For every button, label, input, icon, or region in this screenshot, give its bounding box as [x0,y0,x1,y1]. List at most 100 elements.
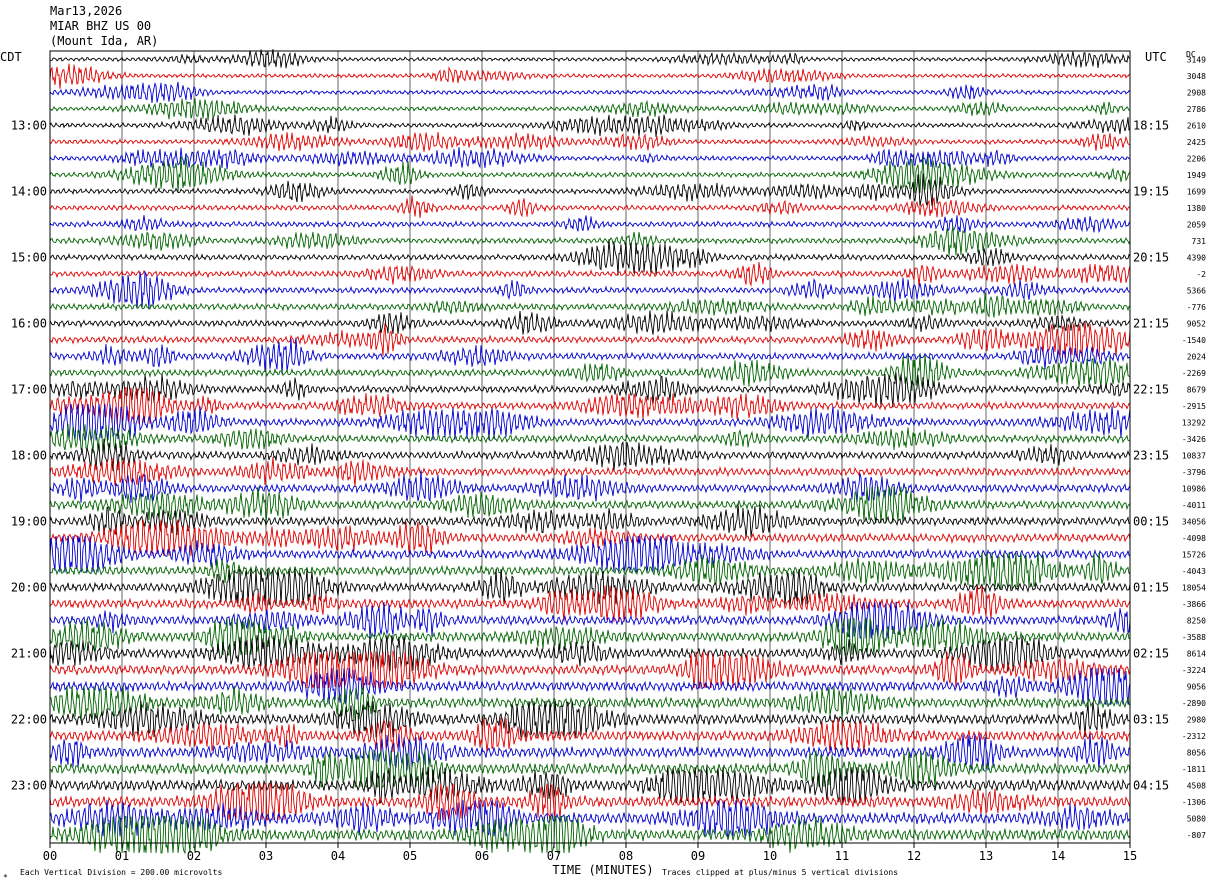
dc-offset-label: -3866 [1182,600,1206,609]
x-tick-label: 00 [43,849,57,863]
seismic-trace-line [49,601,1131,640]
utc-hour-label: 02:15 [1133,646,1169,660]
cdt-hour-label: 20:00 [11,580,47,594]
dc-offset-label: 2786 [1187,105,1206,114]
cdt-hour-label: 16:00 [11,316,47,330]
seismic-trace-line [49,195,1131,219]
seismic-trace-line [49,292,1130,318]
station-location: (Mount Ida, AR) [50,34,159,48]
dc-offset-label: 15726 [1182,550,1206,559]
dc-offset-label: 2425 [1187,138,1206,147]
seismic-trace-line [49,748,1131,788]
utc-hour-label: 01:15 [1133,580,1169,594]
cdt-hour-label: 17:00 [11,382,47,396]
seismic-trace-line [49,321,1131,358]
dc-offset-label: 18054 [1182,583,1206,592]
utc-hour-label: 22:15 [1133,382,1169,396]
dc-offset-label: -4011 [1182,501,1206,510]
dc-offset-label: -2890 [1182,699,1206,708]
seismic-trace-line [49,270,1131,309]
utc-hour-label: 03:15 [1133,712,1169,726]
dc-offset-label: 731 [1192,237,1207,246]
seismic-trace-line [49,386,1131,424]
dc-offset-label: 8679 [1187,385,1206,394]
dc-offset-label: -3426 [1182,435,1206,444]
x-tick-label: 02 [187,849,201,863]
seismic-trace-line [49,734,1131,771]
cdt-hour-label: 22:00 [11,712,47,726]
dc-offset-label: 3048 [1187,72,1206,81]
x-tick-label: 11 [835,849,849,863]
utc-hour-label: 20:15 [1133,250,1169,264]
cdt-hour-label: 23:00 [11,778,47,792]
seismic-trace-line [49,114,1131,137]
dc-offset-label: -4043 [1182,567,1206,576]
x-tick-label: 13 [979,849,993,863]
right-axis-label: UTC [1145,50,1167,64]
dc-offset-label: -2269 [1182,369,1206,378]
dc-offset-label: -4098 [1182,534,1206,543]
seismic-trace-line [49,717,1131,754]
cdt-hour-label: 14:00 [11,184,47,198]
seismic-trace-line [49,470,1131,503]
dc-offset-label: -3796 [1182,468,1206,477]
dc-offset-label: 10837 [1182,451,1206,460]
utc-hour-label: 19:15 [1133,184,1169,198]
dc-offset-label: 8056 [1187,748,1206,757]
left-axis-label: CDT [0,50,22,64]
seismic-trace-line [49,503,1131,539]
footer-mark: * [3,873,8,882]
dc-offset-label: -3224 [1182,666,1206,675]
seismic-trace-line [49,585,1131,622]
seismic-trace-line [49,354,1131,391]
cdt-hour-label: 21:00 [11,646,47,660]
dc-offset-label: 1699 [1187,187,1206,196]
x-tick-label: 01 [115,849,129,863]
seismic-trace-line [49,215,1131,234]
utc-hour-label: 00:15 [1133,514,1169,528]
seismic-trace-line [49,404,1131,441]
footer-clip-note: Traces clipped at plus/minus 5 vertical … [662,868,898,877]
seismic-trace-line [49,650,1131,689]
dc-offset-label: 2908 [1187,88,1206,97]
seismic-trace-line [49,173,1130,207]
dc-offset-label: 2206 [1187,154,1206,163]
x-tick-label: 07 [547,849,561,863]
dc-offset-label: 9052 [1187,319,1206,328]
cdt-hour-label: 19:00 [11,514,47,528]
dc-offset-label: 2024 [1187,352,1206,361]
dc-offset-label: 5080 [1187,814,1206,823]
utc-hour-label: 21:15 [1133,316,1169,330]
minute-gridlines [121,51,1059,843]
seismic-trace-line [49,239,1131,276]
utc-hour-label: 23:15 [1133,448,1169,462]
seismic-trace-line [49,226,1131,256]
x-tick-label: 10 [763,849,777,863]
dc-offset-label: -3588 [1182,633,1206,642]
seismic-trace-line [49,814,1131,855]
dc-offset-label: 5366 [1187,286,1206,295]
x-tick-label: 04 [331,849,345,863]
seismic-trace-line [49,486,1131,524]
x-tick-label: 15 [1123,849,1137,863]
seismic-trace-line [49,536,1131,574]
dc-offset-label: 8250 [1187,616,1206,625]
seismic-traces [49,49,1131,855]
seismic-trace-line [49,457,1131,487]
axes: 00 01 02 03 04 05 06 07 08 09 10 11 12 13 14 15 3149 3048… [11,55,1206,863]
x-tick-label: 03 [259,849,273,863]
station-code: MIAR BHZ US 00 [50,19,152,33]
x-tick-label: 06 [475,849,489,863]
seismic-trace-line [49,799,1131,839]
dc-offset-label: -2915 [1182,402,1206,411]
seismic-trace-line [49,261,1131,287]
x-axis-label: TIME (MINUTES) [552,863,653,877]
dc-offset-label: -807 [1187,831,1206,840]
dc-offset-label: 34056 [1182,517,1206,526]
cdt-hour-label: 13:00 [11,118,47,132]
seismic-trace-line [49,98,1131,121]
utc-hour-label: 18:15 [1133,118,1169,132]
seismic-trace-line [49,372,1131,408]
dc-offset-label: 13292 [1182,418,1206,427]
